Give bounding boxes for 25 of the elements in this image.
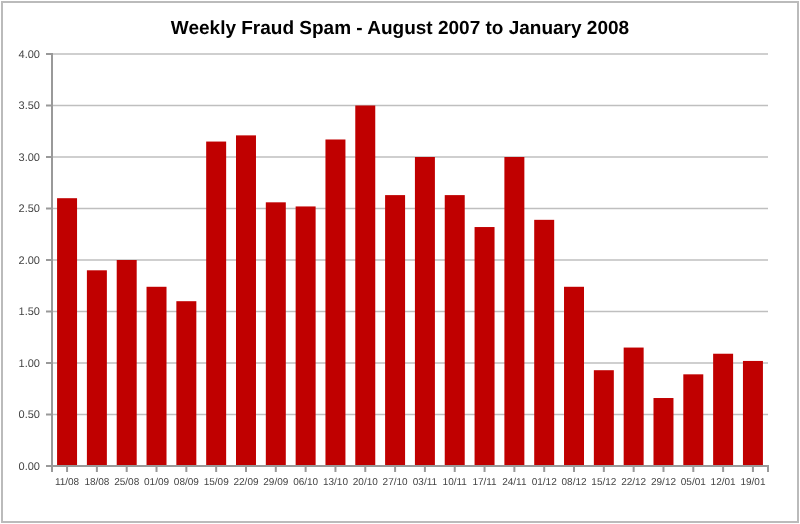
bar xyxy=(235,135,256,466)
bar xyxy=(86,270,107,466)
bar xyxy=(444,195,465,466)
bar xyxy=(295,206,316,466)
bar xyxy=(414,157,435,466)
bar xyxy=(623,347,644,466)
bar xyxy=(474,227,495,466)
bar xyxy=(116,260,137,466)
bar xyxy=(504,157,525,466)
bar xyxy=(355,105,376,466)
bar xyxy=(325,139,346,466)
bar xyxy=(713,353,734,466)
chart-title: Weekly Fraud Spam - August 2007 to January 2008 xyxy=(170,18,630,40)
bar xyxy=(265,202,286,466)
bar xyxy=(534,219,555,466)
bar xyxy=(146,286,167,466)
bar xyxy=(593,370,614,466)
bar xyxy=(206,141,227,466)
bar xyxy=(683,374,704,466)
bar xyxy=(57,198,78,466)
bar xyxy=(564,286,584,466)
bar xyxy=(742,360,763,466)
bar xyxy=(653,398,674,466)
bar xyxy=(176,301,197,466)
bar xyxy=(385,195,406,466)
